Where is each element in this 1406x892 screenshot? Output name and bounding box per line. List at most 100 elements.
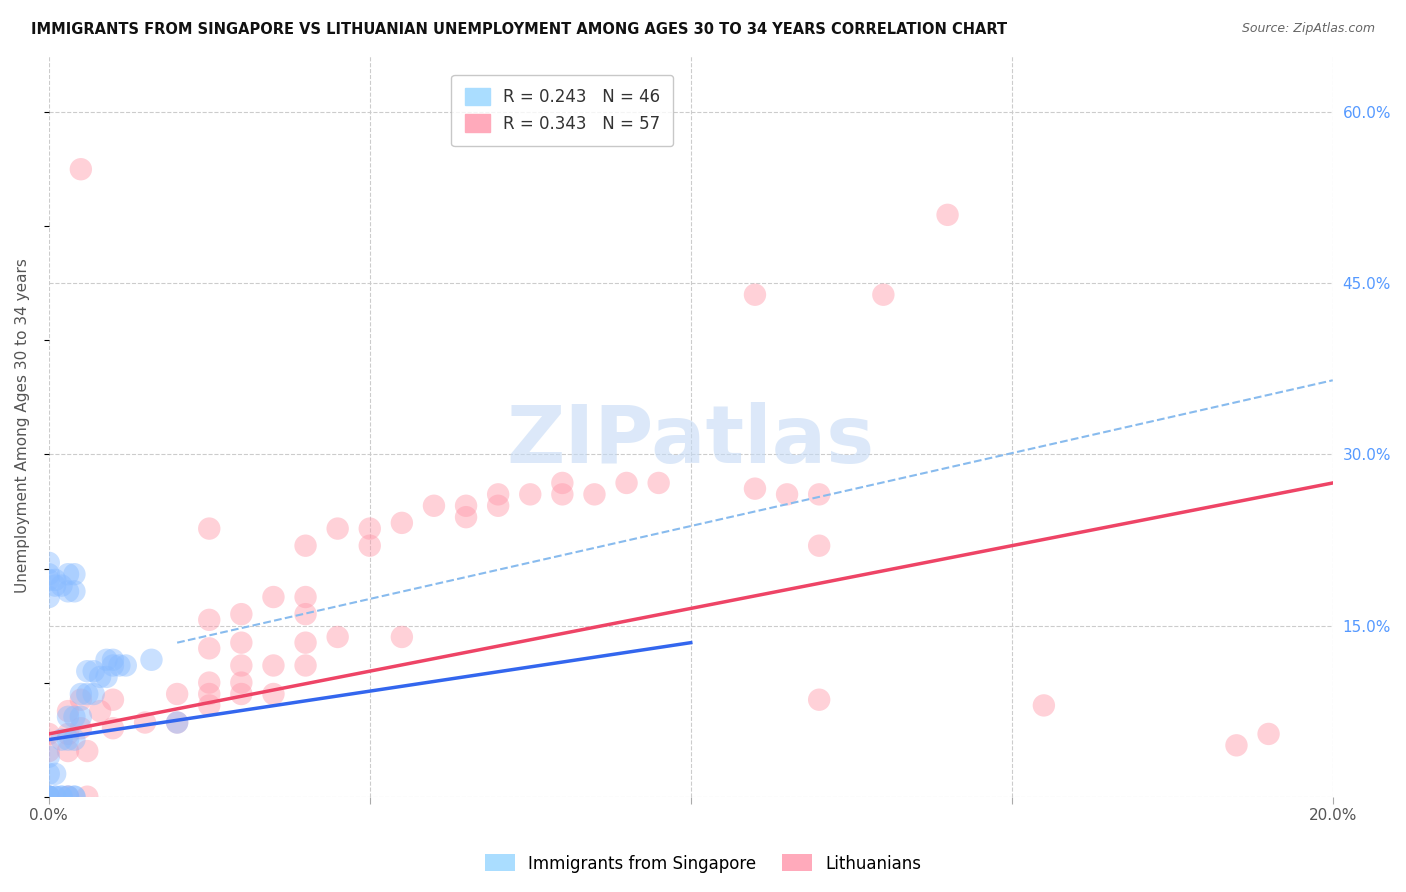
Point — [551, 475, 574, 490]
Point — [38, 789, 60, 804]
Point — [326, 522, 349, 536]
Point — [96, 670, 118, 684]
Point — [583, 487, 606, 501]
Point — [294, 590, 316, 604]
Point — [56, 744, 79, 758]
Point — [808, 487, 831, 501]
Point — [38, 789, 60, 804]
Point — [70, 687, 93, 701]
Point — [744, 287, 766, 301]
Point — [294, 658, 316, 673]
Point — [262, 590, 284, 604]
Point — [231, 607, 253, 622]
Point — [38, 727, 60, 741]
Point — [63, 789, 86, 804]
Point — [63, 584, 86, 599]
Point — [76, 664, 98, 678]
Point — [56, 789, 79, 804]
Point — [198, 641, 221, 656]
Point — [83, 664, 105, 678]
Point — [101, 653, 124, 667]
Point — [89, 670, 111, 684]
Point — [114, 658, 136, 673]
Point — [38, 567, 60, 582]
Point — [38, 789, 60, 804]
Point — [56, 710, 79, 724]
Point — [101, 692, 124, 706]
Point — [51, 789, 73, 804]
Point — [89, 704, 111, 718]
Point — [294, 635, 316, 649]
Point — [486, 499, 509, 513]
Point — [38, 789, 60, 804]
Text: IMMIGRANTS FROM SINGAPORE VS LITHUANIAN UNEMPLOYMENT AMONG AGES 30 TO 34 YEARS C: IMMIGRANTS FROM SINGAPORE VS LITHUANIAN … — [31, 22, 1007, 37]
Point — [486, 487, 509, 501]
Point — [51, 732, 73, 747]
Point — [776, 487, 799, 501]
Point — [808, 692, 831, 706]
Point — [38, 590, 60, 604]
Point — [326, 630, 349, 644]
Point — [262, 687, 284, 701]
Point — [231, 658, 253, 673]
Point — [808, 539, 831, 553]
Point — [44, 579, 66, 593]
Point — [198, 698, 221, 713]
Text: ZIPatlas: ZIPatlas — [506, 401, 875, 480]
Point — [70, 162, 93, 177]
Point — [38, 556, 60, 570]
Legend: R = 0.243   N = 46, R = 0.343   N = 57: R = 0.243 N = 46, R = 0.343 N = 57 — [451, 75, 673, 146]
Point — [647, 475, 669, 490]
Point — [56, 584, 79, 599]
Point — [198, 613, 221, 627]
Point — [166, 715, 188, 730]
Point — [38, 789, 60, 804]
Point — [198, 675, 221, 690]
Legend: Immigrants from Singapore, Lithuanians: Immigrants from Singapore, Lithuanians — [478, 847, 928, 880]
Point — [551, 487, 574, 501]
Point — [76, 744, 98, 758]
Point — [294, 539, 316, 553]
Point — [262, 658, 284, 673]
Point — [744, 482, 766, 496]
Point — [38, 744, 60, 758]
Point — [70, 692, 93, 706]
Point — [134, 715, 156, 730]
Point — [56, 789, 79, 804]
Point — [44, 789, 66, 804]
Point — [101, 721, 124, 735]
Point — [96, 653, 118, 667]
Point — [231, 687, 253, 701]
Point — [454, 510, 477, 524]
Point — [56, 789, 79, 804]
Point — [63, 567, 86, 582]
Point — [519, 487, 541, 501]
Point — [616, 475, 638, 490]
Point — [76, 687, 98, 701]
Point — [108, 658, 131, 673]
Point — [872, 287, 894, 301]
Point — [166, 715, 188, 730]
Point — [44, 767, 66, 781]
Text: Source: ZipAtlas.com: Source: ZipAtlas.com — [1241, 22, 1375, 36]
Point — [231, 635, 253, 649]
Point — [38, 767, 60, 781]
Point — [1032, 698, 1054, 713]
Point — [1257, 727, 1279, 741]
Point — [70, 710, 93, 724]
Point — [294, 607, 316, 622]
Point — [101, 658, 124, 673]
Point — [936, 208, 959, 222]
Point — [83, 687, 105, 701]
Point — [63, 710, 86, 724]
Point — [56, 732, 79, 747]
Point — [198, 687, 221, 701]
Point — [141, 653, 163, 667]
Point — [38, 749, 60, 764]
Point — [359, 539, 381, 553]
Point — [359, 522, 381, 536]
Y-axis label: Unemployment Among Ages 30 to 34 years: Unemployment Among Ages 30 to 34 years — [15, 259, 30, 593]
Point — [51, 789, 73, 804]
Point — [51, 579, 73, 593]
Point — [63, 789, 86, 804]
